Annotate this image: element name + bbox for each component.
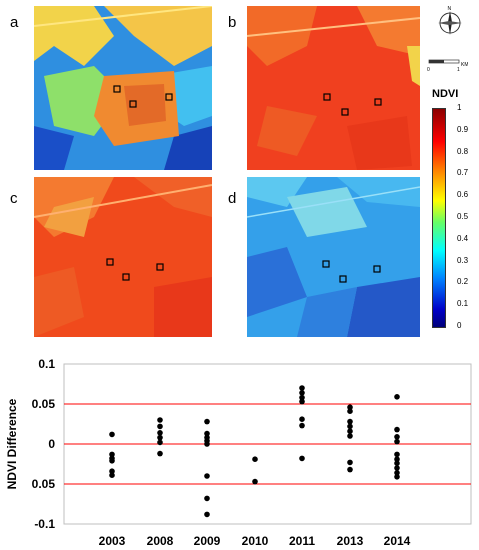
data-point xyxy=(299,422,305,429)
data-point xyxy=(299,455,305,462)
data-point xyxy=(157,439,163,446)
data-point xyxy=(347,423,353,430)
scale-bar: 0 1 KM xyxy=(423,57,469,77)
data-point xyxy=(157,434,163,441)
data-point xyxy=(347,459,353,466)
data-point xyxy=(394,465,400,471)
data-point xyxy=(204,473,210,479)
x-tick-label: 2003 xyxy=(99,534,126,548)
ndvi-map-a xyxy=(34,6,212,170)
legend-title: NDVI xyxy=(432,88,459,100)
panel-label-a: a xyxy=(10,14,19,31)
data-point xyxy=(394,470,400,476)
x-tick-label: 2011 xyxy=(289,534,315,548)
ndvi-map-d xyxy=(247,177,420,337)
data-point xyxy=(347,428,353,434)
colorbar-tick-label: 0.2 xyxy=(457,277,469,287)
colorbar-tick-label: 0.6 xyxy=(457,190,469,200)
data-point xyxy=(394,456,400,462)
data-point xyxy=(157,423,163,430)
data-point xyxy=(252,478,258,485)
data-point xyxy=(109,468,115,474)
data-point xyxy=(299,385,305,391)
data-point xyxy=(299,416,305,422)
x-tick-label: 2013 xyxy=(337,534,364,548)
y-tick-label: 0 xyxy=(48,437,55,451)
data-point xyxy=(394,474,400,480)
ndvi-difference-chart: 0.1 0.05 0 0.05 -0.1 2003 2008 2009 2010 2011 201… xyxy=(5,357,472,548)
data-point xyxy=(109,472,115,478)
data-point xyxy=(394,438,400,445)
compass-icon: N xyxy=(434,5,466,37)
scale-one-label: 1 xyxy=(457,67,460,73)
data-point xyxy=(394,394,400,400)
data-point xyxy=(347,408,353,414)
colorbar-tick-label: 0.4 xyxy=(457,233,469,243)
data-point xyxy=(109,431,115,438)
data-point xyxy=(394,460,400,466)
x-tick-label: 2014 xyxy=(384,534,411,548)
data-point xyxy=(204,418,210,425)
data-point xyxy=(347,466,353,473)
data-point xyxy=(204,441,210,447)
y-axis-label: NDVI Difference xyxy=(5,398,19,489)
colorbar-tick-label: 0.7 xyxy=(457,168,469,178)
colorbar-tick-label: 0.1 xyxy=(457,299,469,309)
data-point xyxy=(347,418,353,425)
data-point xyxy=(299,398,305,405)
ndvi-map-c xyxy=(34,177,212,337)
colorbar-tick-label: 0 xyxy=(457,321,462,330)
data-point xyxy=(204,511,210,518)
y-tick-label: 0.05 xyxy=(32,477,56,491)
data-point xyxy=(204,430,210,437)
data-point xyxy=(394,426,400,433)
panel-label-b: b xyxy=(228,14,237,31)
colorbar-tick-label: 0.5 xyxy=(457,212,469,221)
data-point xyxy=(299,390,305,396)
data-point xyxy=(157,450,163,457)
colorbar-tick-label: 0.8 xyxy=(457,146,469,156)
colorbar-tick-label: 0.9 xyxy=(457,124,469,134)
compass-north-label: N xyxy=(448,6,452,12)
y-tick-label: 0.05 xyxy=(32,397,56,411)
data-point xyxy=(204,495,210,502)
x-tick-label: 2009 xyxy=(194,534,221,548)
data-point xyxy=(157,417,163,423)
data-point xyxy=(394,451,400,458)
panel-label-d: d xyxy=(228,190,237,207)
ndvi-colorbar xyxy=(432,108,446,328)
x-tick-label: 2010 xyxy=(242,534,269,548)
data-point xyxy=(252,456,258,462)
scale-unit-label: KM xyxy=(461,62,468,68)
x-tick-label: 2008 xyxy=(147,534,174,548)
data-point xyxy=(299,394,305,401)
data-point xyxy=(109,451,115,458)
data-point xyxy=(394,434,400,440)
y-tick-label: -0.1 xyxy=(34,517,55,531)
colorbar-tick-label: 1 xyxy=(457,103,462,112)
y-tick-label: 0.1 xyxy=(38,357,55,371)
data-point xyxy=(109,458,115,464)
data-point xyxy=(347,433,353,439)
ndvi-map-b xyxy=(247,6,420,170)
scale-zero-label: 0 xyxy=(427,67,430,73)
panel-label-c: c xyxy=(10,190,18,207)
data-point xyxy=(347,404,353,410)
data-point xyxy=(157,430,163,436)
colorbar-tick-label: 0.3 xyxy=(457,255,469,265)
